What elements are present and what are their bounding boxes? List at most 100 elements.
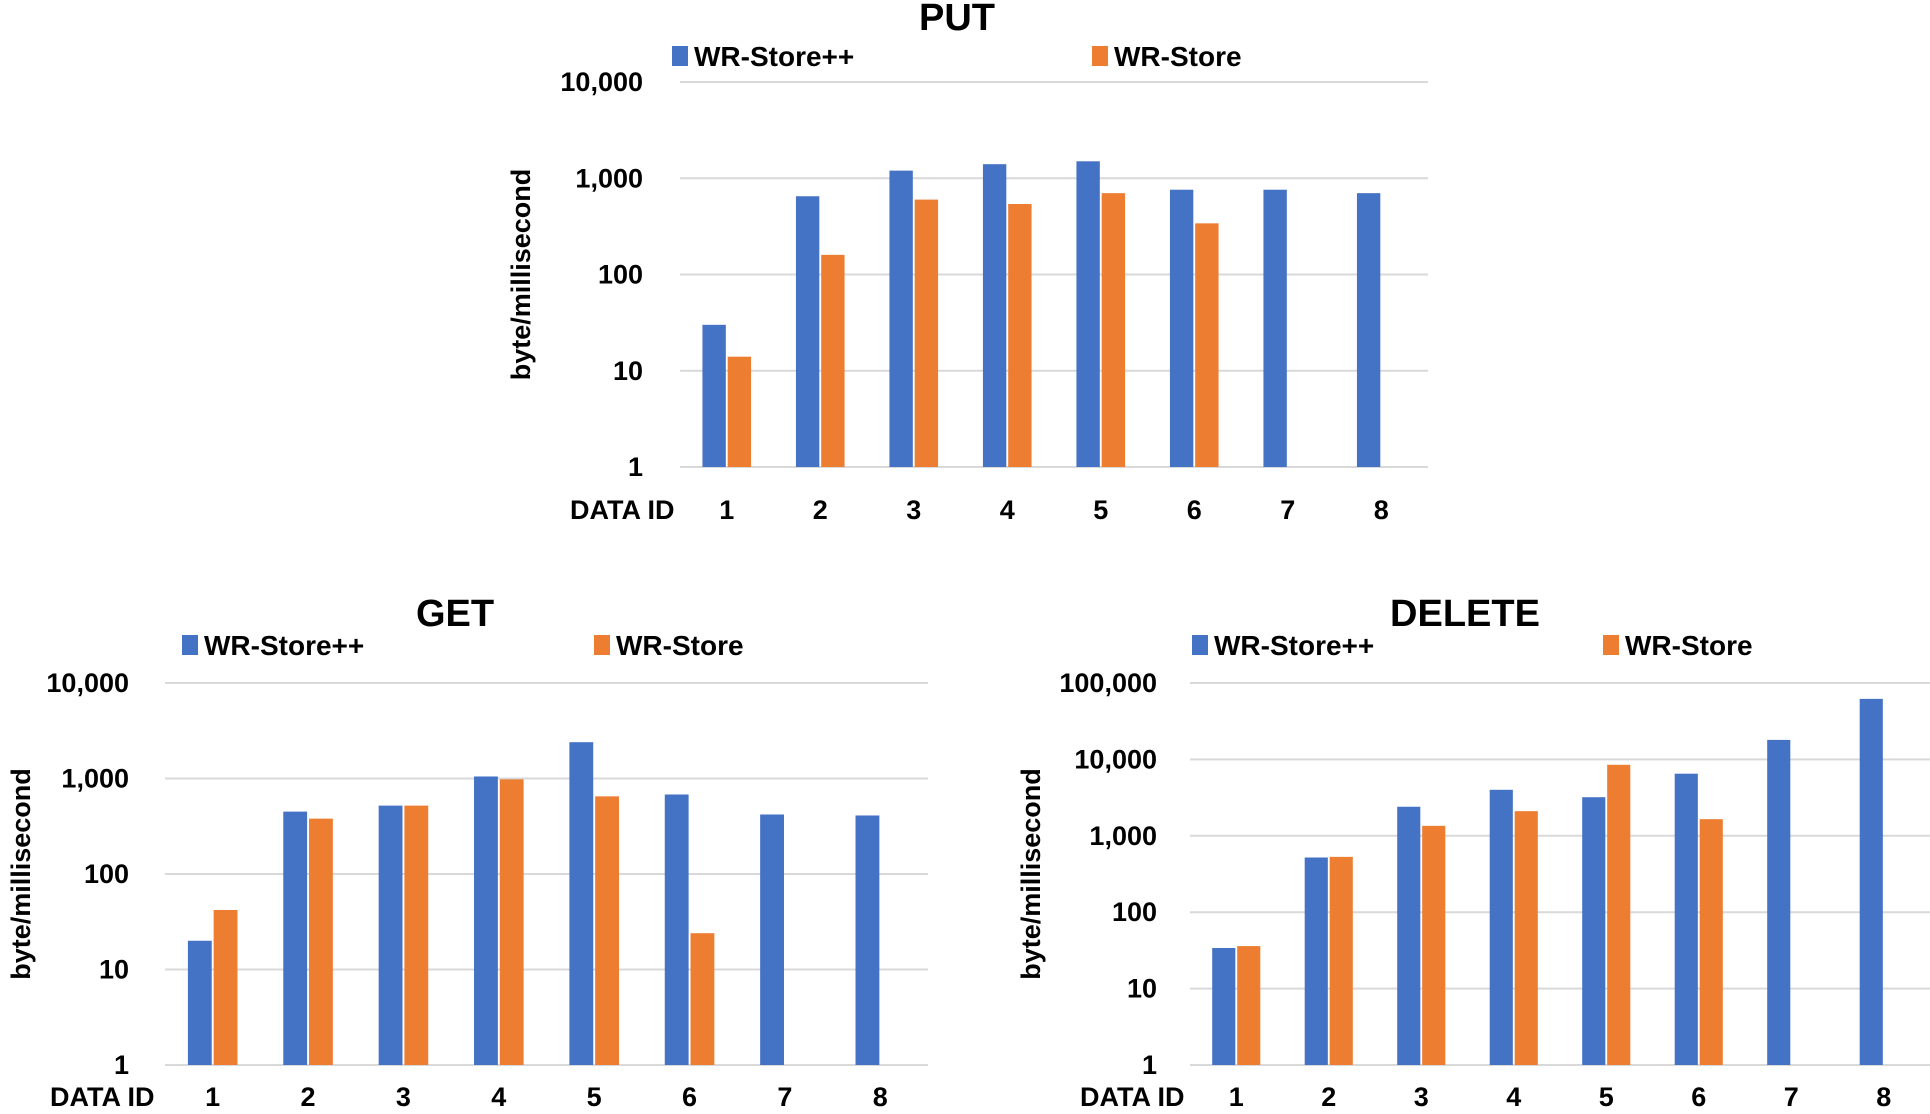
x-tick-label: 6 <box>1691 1082 1706 1112</box>
x-tick-label: 8 <box>1876 1082 1891 1112</box>
chart-delete-panel: 1 10 100 1,000 10,000 100,000 DELETE WR-Store++… <box>1016 593 1930 1112</box>
legend-label: WR-Store <box>1625 630 1753 661</box>
x-axis-label: DATA ID <box>50 1082 154 1112</box>
y-tick-label: 10,000 <box>1074 744 1157 774</box>
chart-title: GET <box>416 593 494 635</box>
bar-wr-store-plus-plus-6 <box>1674 773 1698 1065</box>
y-tick-label: 10 <box>613 356 643 386</box>
bar-wr-store-plus-plus-1 <box>702 324 726 467</box>
legend-label: WR-Store++ <box>204 630 364 661</box>
x-tick-label: 8 <box>873 1082 888 1112</box>
bar-wr-store-5 <box>1607 764 1631 1065</box>
bar-wr-store-6 <box>1699 819 1723 1065</box>
y-tick-label: 100,000 <box>1059 668 1157 698</box>
y-axis-label: byte/millisecond <box>1016 768 1046 980</box>
bar-wr-store-plus-plus-2 <box>1304 857 1328 1065</box>
x-tick-label: 3 <box>1414 1082 1429 1112</box>
bar-wr-store-3 <box>1422 825 1446 1065</box>
x-tick-label: 2 <box>301 1082 316 1112</box>
y-axis-label: byte/millisecond <box>506 169 536 381</box>
bar-wr-store-plus-plus-7 <box>760 814 784 1065</box>
bar-wr-store-plus-plus-8 <box>1356 193 1381 468</box>
legend-label: WR-Store <box>616 630 744 661</box>
legend-swatch <box>672 46 688 66</box>
bar-wr-store-2 <box>1329 856 1353 1065</box>
bar-wr-store-plus-plus-6 <box>1169 189 1194 468</box>
bar-wr-store-5 <box>595 796 619 1065</box>
bar-wr-store-plus-plus-3 <box>378 805 403 1065</box>
legend-label: WR-Store <box>1114 41 1242 72</box>
chart-put-panel: 1 10 100 1,000 10,000 PUT WR-Store++ WR-Store by… <box>506 0 1428 525</box>
y-tick-label: 1,000 <box>1089 821 1157 851</box>
x-tick-label: 7 <box>777 1082 792 1112</box>
x-tick-label: 1 <box>719 495 734 525</box>
bar-wr-store-plus-plus-2 <box>795 196 820 468</box>
x-tick-label: 3 <box>906 495 921 525</box>
y-tick-label: 10,000 <box>560 67 643 97</box>
x-tick-label: 6 <box>682 1082 697 1112</box>
bar-wr-store-plus-plus-7 <box>1263 189 1287 468</box>
bar-wr-store-3 <box>914 199 939 467</box>
bar-wr-store-plus-plus-6 <box>664 794 689 1065</box>
bar-wr-store-plus-plus-3 <box>1397 806 1421 1065</box>
y-tick-label: 100 <box>598 260 643 290</box>
x-axis-label: DATA ID <box>1080 1082 1184 1112</box>
bar-wr-store-2 <box>309 818 333 1065</box>
bar-wr-store-plus-plus-5 <box>1076 161 1100 468</box>
bar-wr-store-plus-plus-5 <box>569 742 594 1065</box>
y-tick-label: 1,000 <box>61 764 129 794</box>
x-tick-label: 6 <box>1187 495 1202 525</box>
x-tick-label: 2 <box>1321 1082 1336 1112</box>
bar-wr-store-plus-plus-1 <box>1212 947 1236 1065</box>
bar-wr-store-plus-plus-4 <box>1489 789 1513 1065</box>
bar-wr-store-plus-plus-8 <box>855 815 880 1065</box>
y-tick-label: 10 <box>1127 974 1157 1004</box>
bar-wr-store-1 <box>1237 946 1261 1065</box>
y-axis-label: byte/millisecond <box>6 768 36 980</box>
x-axis-label: DATA ID <box>570 495 674 525</box>
y-tick-label: 1 <box>628 452 643 482</box>
y-tick-label: 1 <box>114 1050 129 1080</box>
y-tick-label: 100 <box>1112 897 1157 927</box>
chart-title: DELETE <box>1390 593 1540 635</box>
y-tick-label: 10,000 <box>46 668 129 698</box>
legend-swatch <box>1092 46 1108 66</box>
x-tick-label: 5 <box>1093 495 1108 525</box>
legend-label: WR-Store++ <box>1214 630 1374 661</box>
x-tick-label: 4 <box>1000 495 1015 525</box>
x-tick-label: 1 <box>1229 1082 1244 1112</box>
x-tick-label: 4 <box>1506 1082 1521 1112</box>
bar-wr-store-2 <box>821 254 845 467</box>
x-tick-label: 7 <box>1280 495 1295 525</box>
bar-wr-store-3 <box>404 805 429 1065</box>
x-tick-label: 8 <box>1374 495 1389 525</box>
y-tick-label: 100 <box>84 859 129 889</box>
x-tick-label: 1 <box>205 1082 220 1112</box>
bar-wr-store-plus-plus-4 <box>982 164 1007 467</box>
x-tick-label: 5 <box>1599 1082 1614 1112</box>
legend-swatch <box>182 635 198 655</box>
x-tick-label: 7 <box>1784 1082 1799 1112</box>
legend-swatch <box>1603 635 1619 655</box>
bar-wr-store-4 <box>1514 811 1538 1065</box>
bar-wr-store-1 <box>213 909 238 1065</box>
bar-wr-store-plus-plus-8 <box>1859 698 1883 1065</box>
legend-swatch <box>594 635 610 655</box>
chart-title: PUT <box>919 0 995 39</box>
chart-get-panel: 1 10 100 1,000 10,000 GET WR-Store++ WR-Store by… <box>6 593 928 1112</box>
bar-wr-store-plus-plus-5 <box>1582 797 1606 1065</box>
bar-wr-store-plus-plus-2 <box>283 811 308 1065</box>
bar-wr-store-6 <box>690 933 715 1065</box>
bar-wr-store-4 <box>499 779 524 1065</box>
x-tick-label: 2 <box>813 495 828 525</box>
legend-label: WR-Store++ <box>694 41 854 72</box>
bar-wr-store-6 <box>1195 223 1219 467</box>
x-tick-label: 5 <box>587 1082 602 1112</box>
y-tick-label: 1,000 <box>575 163 643 193</box>
bar-wr-store-plus-plus-7 <box>1767 739 1791 1065</box>
bar-wr-store-1 <box>727 356 752 467</box>
y-tick-label: 10 <box>99 955 129 985</box>
legend-swatch <box>1192 635 1208 655</box>
bar-wr-store-plus-plus-1 <box>187 940 212 1065</box>
